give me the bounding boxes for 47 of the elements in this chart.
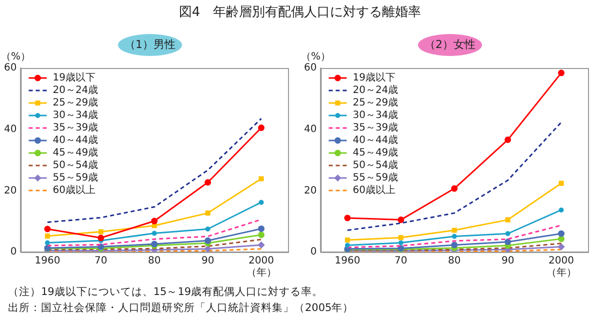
- y-tick-label: 40: [304, 124, 317, 135]
- legend-label: 20～24歳: [52, 84, 98, 96]
- legend-label: 50～54歳: [352, 159, 398, 172]
- x-tick-label: 80: [148, 256, 161, 267]
- chart-subtitle: （2）女性: [418, 34, 482, 56]
- legend-label: 30～34歳: [352, 109, 398, 122]
- y-tick-label: 60: [304, 62, 317, 74]
- x-axis-title: （年）: [246, 266, 276, 279]
- legend-label: 45～49歳: [352, 146, 398, 159]
- legend-label: 25～29歳: [52, 96, 98, 109]
- x-tick-label: 90: [201, 256, 214, 267]
- legend-label: 50～54歳: [52, 159, 98, 172]
- legend-label: 25～29歳: [352, 96, 398, 109]
- legend-label: 19歳以下: [352, 72, 396, 84]
- x-tick-label: 70: [94, 256, 108, 267]
- chart-subtitle: （1）男性: [118, 34, 182, 56]
- x-tick-label: 1960: [34, 256, 60, 267]
- legend-label: 19歳以下: [52, 72, 96, 84]
- y-tick-label: 0: [10, 246, 17, 258]
- x-tick-label: 2000: [548, 256, 574, 267]
- y-tick-label: 20: [4, 185, 17, 196]
- legend-label: 40～44歳: [352, 134, 398, 146]
- legend-label: 35～39歳: [352, 122, 398, 134]
- x-tick-label: 1960: [334, 256, 360, 267]
- y-axis-title: （%）: [1, 52, 31, 63]
- x-tick-label: 90: [501, 256, 514, 267]
- x-tick-label: 2000: [248, 256, 274, 267]
- legend-label: 55～59歳: [352, 172, 398, 184]
- legend-label: 40～44歳: [52, 134, 98, 146]
- legend-label: 45～49歳: [52, 146, 98, 159]
- x-tick-label: 70: [394, 256, 408, 267]
- x-axis-title: （年）: [546, 266, 576, 279]
- legend-label: 35～39歳: [52, 122, 98, 134]
- legend-label: 30～34歳: [52, 109, 98, 122]
- legend-label: 55～59歳: [52, 172, 98, 184]
- text: （注）19歳以下については、15～19歳有配偶人口に対する率。: [8, 285, 324, 300]
- y-tick-label: 0: [310, 246, 317, 258]
- y-axis-title: （%）: [301, 52, 331, 63]
- chart-title: 図4 年齢層別有配偶人口に対する離婚率: [178, 4, 422, 21]
- text: 出所：国立社会保障・人口問題研究所「人口統計資料集」（2005年）: [8, 301, 354, 316]
- legend-label: 20～24歳: [352, 84, 398, 96]
- x-tick-label: 80: [448, 256, 461, 267]
- y-tick-label: 20: [304, 185, 317, 196]
- y-tick-label: 40: [4, 124, 17, 135]
- legend-label: 60歳以上: [52, 184, 96, 196]
- y-tick-label: 60: [4, 62, 17, 74]
- legend-label: 60歳以上: [352, 184, 396, 196]
